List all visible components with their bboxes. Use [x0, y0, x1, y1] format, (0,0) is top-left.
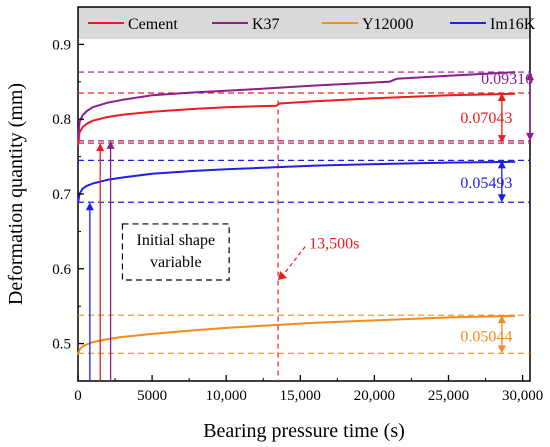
series-line-y12000	[77, 314, 516, 356]
y-tick-label: 0.7	[52, 187, 71, 203]
x-tick-label: 0	[74, 388, 82, 404]
initial-shape-box	[121, 223, 230, 281]
y-tick-label: 0.9	[52, 37, 71, 53]
range-arrow-head-down	[497, 194, 506, 203]
x-tick-label: 15,000	[280, 388, 321, 404]
time-marker-label: 13,500s	[309, 236, 359, 253]
initial-arrow-head-cement	[96, 143, 105, 152]
y-tick-label: 0.5	[52, 337, 71, 353]
range-arrow-head-up	[526, 72, 534, 81]
y-tick-label: 0.8	[52, 112, 71, 128]
x-tick-label: 25,000	[428, 388, 469, 404]
series-lines	[77, 71, 516, 356]
legend: Cement K37 Y12000 Im16K	[88, 16, 536, 33]
range-value-label: 0.05493	[460, 175, 512, 192]
plot-frame	[77, 6, 531, 382]
range-arrow-head-up	[497, 315, 506, 324]
series-line-cement	[77, 92, 516, 146]
series-line-im16k	[77, 160, 516, 204]
initial-shape-text: variable	[150, 254, 202, 271]
x-tick-label: 20,000	[354, 388, 395, 404]
legend-label-k37: K37	[252, 16, 280, 33]
annotation-arrows	[85, 72, 534, 381]
x-tick-label: 30,000	[502, 388, 543, 404]
initial-arrow-head-k37	[106, 140, 115, 149]
range-value-label: 0.07043	[460, 110, 512, 127]
range-arrow-head-down	[497, 135, 506, 144]
series-line-k37	[77, 71, 516, 141]
range-arrow-head-down	[497, 345, 506, 354]
time-marker-pointer-head	[278, 271, 288, 281]
range-value-label: 0.05044	[460, 328, 512, 345]
x-axis-title: Bearing pressure time (s)	[203, 420, 405, 442]
range-arrow-head-down	[526, 132, 534, 141]
time-marker-pointer	[282, 246, 306, 276]
axes: 0 5000 10,000 15,000 20,000 25,000 30,000 0.5 0.…	[52, 37, 543, 404]
legend-label-y12000: Y12000	[362, 16, 414, 33]
annotations: 0.09316 0.07043 0.05493 0.05044 13,500s Initi…	[121, 71, 533, 345]
y-tick-label: 0.6	[52, 262, 71, 278]
legend-label-im16k: Im16K	[490, 16, 536, 33]
range-arrow-head-up	[497, 160, 506, 169]
x-tick-label: 5000	[137, 388, 167, 404]
initial-shape-text: Initial shape	[136, 232, 215, 249]
reference-lines	[78, 71, 530, 381]
legend-label-cement: Cement	[128, 16, 178, 33]
y-axis-title: Deformation quantity (mm)	[5, 83, 27, 305]
initial-arrow-head-im16k	[85, 202, 94, 211]
x-tick-label: 10,000	[206, 388, 247, 404]
range-value-label: 0.09316	[481, 71, 533, 88]
range-arrow-head-up	[497, 93, 506, 102]
